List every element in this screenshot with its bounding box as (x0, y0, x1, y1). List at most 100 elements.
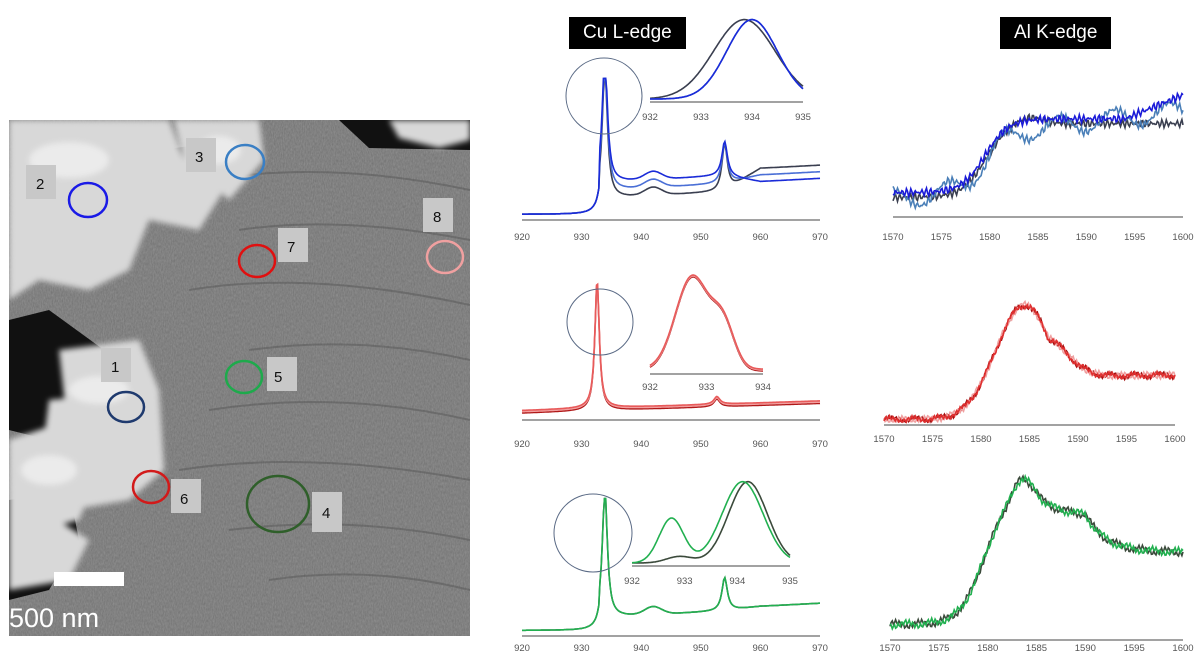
cu-blue-inset-tick-label-933: 933 (693, 112, 709, 123)
cu-red-tick-label-960: 960 (752, 439, 768, 450)
al-red-plot: 1570 1575 1580 1585 1590 1595 1600 (873, 299, 1186, 445)
micrograph-image: 1 2 3 4 5 (9, 120, 470, 636)
cu-l-edge-header: Cu L-edge (569, 17, 686, 49)
al-blue-tick-label-1595: 1595 (1124, 232, 1145, 243)
al-blue-series-1 (892, 98, 1184, 211)
region-6-circle (131, 469, 171, 505)
region-2: 2 (26, 165, 109, 219)
al-red-tick-label-1585: 1585 (1019, 434, 1040, 445)
al-blue-tick-label-1570: 1570 (882, 232, 903, 243)
region-7-circle (237, 243, 277, 279)
cu-red-tick-label-970: 970 (812, 439, 828, 450)
cu-red-tick-label-940: 940 (633, 439, 649, 450)
micrograph-streaks (178, 171, 470, 591)
cu-green-tick-label-920: 920 (514, 643, 530, 654)
cu-green-inset-tick-label-934: 934 (729, 576, 745, 587)
region-7: 7 (237, 228, 308, 279)
cu-blue-inset-tick-label-935: 935 (795, 112, 811, 123)
region-1-circle (106, 390, 146, 424)
al-red-tick-label-1590: 1590 (1067, 434, 1088, 445)
al-blue-series-2 (892, 91, 1184, 200)
cu-red-tick-label-920: 920 (514, 439, 530, 450)
al-k-edge-header: Al K-edge (1000, 17, 1112, 49)
cu-green-tick-label-960: 960 (752, 643, 768, 654)
cu-red-tick-label-930: 930 (574, 439, 590, 450)
al-green-tick-label-1580: 1580 (977, 643, 998, 654)
region-3: 3 (186, 138, 266, 181)
al-green-tick-label-1600: 1600 (1172, 643, 1193, 654)
al-red-tick-label-1595: 1595 (1116, 434, 1137, 445)
cu-green-inset-tick-label-933: 933 (677, 576, 693, 587)
al-blue-tick-label-1600: 1600 (1172, 232, 1193, 243)
cu-red-inset-series-2 (649, 274, 763, 370)
region-3-circle (224, 143, 266, 181)
region-4: 4 (245, 474, 342, 534)
cu-red-zoom-circle (566, 288, 634, 356)
region-8-label: 8 (433, 209, 441, 226)
cu-green-inset-series-1 (632, 480, 791, 564)
al-green-tick-label-1570: 1570 (879, 643, 900, 654)
cu-blue-inset-tick-label-934: 934 (744, 112, 760, 123)
region-4-circle (245, 474, 311, 534)
al-red-series-1 (883, 299, 1176, 424)
cu-red-inset: 932 933 934 (642, 274, 771, 393)
region-8: 8 (423, 198, 465, 275)
scale-bar-label: 500 nm (9, 603, 99, 633)
region-3-label: 3 (195, 149, 203, 166)
cu-red-inset-tick-label-932: 932 (642, 382, 658, 393)
cu-blue-zoom-circle (565, 57, 643, 135)
cu-blue-tick-label-950: 950 (693, 232, 709, 243)
region-1: 1 (101, 348, 146, 424)
cu-blue-plot: 920 930 940 950 960 970 932 933 934 935 (514, 18, 828, 243)
al-blue-series-0 (892, 112, 1184, 205)
cu-red-inset-tick-label-934: 934 (755, 382, 771, 393)
cu-green-series-1 (522, 497, 820, 632)
cu-blue-tick-label-940: 940 (633, 232, 649, 243)
region-2-label: 2 (36, 176, 44, 193)
cu-blue-tick-label-920: 920 (514, 232, 530, 243)
cu-blue-tick-label-960: 960 (752, 232, 768, 243)
cu-green-tick-label-970: 970 (812, 643, 828, 654)
scale-bar (54, 572, 124, 586)
region-6: 6 (131, 469, 201, 513)
al-red-tick-label-1575: 1575 (922, 434, 943, 445)
cu-green-inset-tick-label-935: 935 (782, 576, 798, 587)
cu-red-inset-tick-label-933: 933 (699, 382, 715, 393)
region-7-label: 7 (287, 239, 295, 256)
region-5-circle (224, 359, 264, 395)
cu-red-series-2 (521, 282, 821, 412)
region-5-label: 5 (274, 369, 282, 386)
cu-blue-inset-tick-label-932: 932 (642, 112, 658, 123)
micrograph-panel: 1 2 3 4 5 (9, 120, 470, 636)
cu-green-zoom-circle (553, 493, 633, 573)
cu-green-tick-label-940: 940 (633, 643, 649, 654)
al-green-tick-label-1595: 1595 (1124, 643, 1145, 654)
cu-red-tick-label-950: 950 (693, 439, 709, 450)
micrograph-region-markers: 1 2 3 4 5 (26, 138, 465, 534)
al-green-tick-label-1585: 1585 (1026, 643, 1047, 654)
region-5: 5 (224, 357, 297, 395)
al-blue-plot: 1570 1575 1580 1585 1590 1595 1600 (882, 91, 1194, 243)
cu-blue-tick-label-930: 930 (574, 232, 590, 243)
cu-red-series-1 (521, 283, 821, 413)
region-6-label: 6 (180, 491, 188, 508)
cu-green-tick-label-950: 950 (693, 643, 709, 654)
al-blue-tick-label-1580: 1580 (979, 232, 1000, 243)
al-blue-tick-label-1585: 1585 (1027, 232, 1048, 243)
cu-blue-inset-series-2 (650, 18, 804, 100)
al-green-series-1 (889, 473, 1184, 632)
al-green-tick-label-1575: 1575 (928, 643, 949, 654)
al-green-plot: 1570 1575 1580 1585 1590 1595 1600 (879, 473, 1194, 654)
al-green-tick-label-1590: 1590 (1075, 643, 1096, 654)
cu-blue-series-2 (522, 77, 821, 215)
cu-green-plot: 920 930 940 950 960 970 932 933 934 935 (514, 480, 828, 654)
cu-red-plot: 920 930 940 950 960 970 932 933 934 (514, 274, 828, 450)
cu-green-inset: 932 933 934 935 (624, 480, 798, 587)
region-1-label: 1 (111, 359, 119, 376)
cu-blue-tick-label-970: 970 (812, 232, 828, 243)
cu-green-tick-label-930: 930 (574, 643, 590, 654)
al-red-tick-label-1580: 1580 (970, 434, 991, 445)
region-8-circle (425, 239, 465, 275)
cu-green-inset-series-0 (632, 480, 791, 564)
